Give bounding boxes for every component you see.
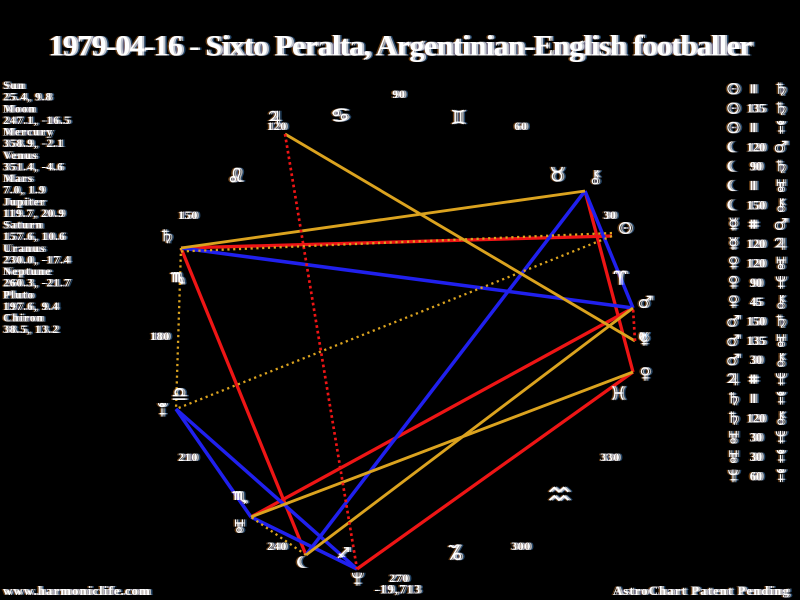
svg-text:157.6, 10.6: 157.6, 10.6 <box>3 231 66 243</box>
svg-text:www.harmoniclife.com: www.harmoniclife.com <box>3 583 151 598</box>
svg-text:90: 90 <box>750 160 763 174</box>
svg-text:270: 270 <box>389 571 409 585</box>
svg-text:119.7, 20.9: 119.7, 20.9 <box>3 208 65 220</box>
svg-text:Jupiter: Jupiter <box>3 196 46 208</box>
svg-text:Mars: Mars <box>3 173 33 185</box>
svg-text:Mercury: Mercury <box>3 127 53 139</box>
svg-text:90: 90 <box>750 276 763 290</box>
svg-text:Venus: Venus <box>3 150 38 162</box>
svg-text:45: 45 <box>750 295 763 309</box>
svg-text:30: 30 <box>750 431 763 445</box>
svg-text:197.6, 9.4: 197.6, 9.4 <box>3 301 59 313</box>
svg-text:135: 135 <box>747 102 766 116</box>
svg-text:Chiron: Chiron <box>3 313 44 325</box>
svg-text:240: 240 <box>267 539 287 553</box>
svg-text:38.5, 13.2: 38.5, 13.2 <box>3 324 59 336</box>
svg-text:Uranus: Uranus <box>3 243 45 255</box>
svg-text:60: 60 <box>514 119 527 133</box>
svg-text:Saturn: Saturn <box>3 220 43 232</box>
svg-text:330: 330 <box>600 450 620 464</box>
svg-text:30: 30 <box>603 208 616 222</box>
svg-text:300: 300 <box>511 539 531 553</box>
svg-text:1979-04-16 - Sixto Peralta, Ar: 1979-04-16 - Sixto Peralta, Argentinian-… <box>48 30 752 63</box>
svg-text:90: 90 <box>392 87 405 101</box>
svg-text:25.4, 9.8: 25.4, 9.8 <box>3 92 52 104</box>
svg-text:Neptune: Neptune <box>3 266 52 278</box>
svg-text:60: 60 <box>750 469 763 483</box>
svg-text:Pluto: Pluto <box>3 289 34 301</box>
svg-text:260.3, -21.7: 260.3, -21.7 <box>3 278 71 290</box>
svg-text:AstroChart Patent Pending: AstroChart Patent Pending <box>613 583 790 598</box>
svg-text:-19,713: -19,713 <box>375 583 422 597</box>
svg-text:150: 150 <box>747 315 766 329</box>
svg-text:0: 0 <box>639 329 646 343</box>
svg-text:247.1, -16.5: 247.1, -16.5 <box>3 115 71 127</box>
svg-text:210: 210 <box>178 450 198 464</box>
svg-text:351.4, -4.6: 351.4, -4.6 <box>3 161 64 173</box>
svg-text:150: 150 <box>178 208 198 222</box>
svg-text:150: 150 <box>747 198 766 212</box>
svg-text:120: 120 <box>747 237 766 251</box>
svg-text:120: 120 <box>747 140 766 154</box>
svg-text:120: 120 <box>267 119 287 133</box>
svg-text:358.9, -2.1: 358.9, -2.1 <box>3 138 64 150</box>
svg-text:Sun: Sun <box>3 80 25 92</box>
svg-text:Moon: Moon <box>3 103 36 115</box>
svg-text:180: 180 <box>150 329 170 343</box>
svg-text:230.0, -17.4: 230.0, -17.4 <box>3 254 71 266</box>
svg-text:30: 30 <box>750 353 763 367</box>
svg-text:7.0, 1.9: 7.0, 1.9 <box>3 185 46 197</box>
svg-text:30: 30 <box>750 450 763 464</box>
svg-text:120: 120 <box>747 256 766 270</box>
svg-text:135: 135 <box>747 334 766 348</box>
svg-text:120: 120 <box>747 411 766 425</box>
